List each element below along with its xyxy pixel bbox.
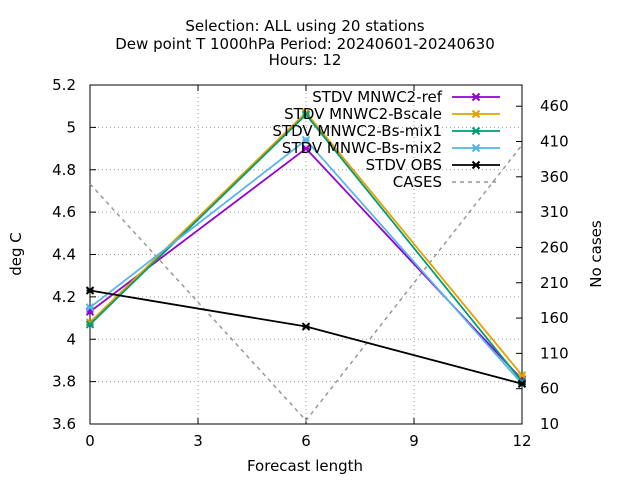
y2-tick-label: 10 (540, 415, 559, 433)
y-axis-label: deg C (7, 232, 25, 276)
y-tick-label: 5.2 (52, 76, 76, 94)
y2-tick-label: 460 (540, 97, 569, 115)
chart-title-line-1: Selection: ALL using 20 stations (185, 17, 424, 35)
legend-label-stdv-mnwc2-ref: STDV MNWC2-ref (312, 88, 442, 106)
legend-label-stdv-mnwc2-bscale: STDV MNWC2-Bscale (284, 105, 442, 123)
legend-label-cases: CASES (393, 173, 442, 191)
x-axis-label: Forecast length (247, 457, 363, 475)
y2-tick-label: 160 (540, 309, 569, 327)
y2-tick-label: 310 (540, 203, 569, 221)
x-tick-label: 3 (193, 432, 203, 450)
tick-labels: 0 3 6 9 12 3.6 3.8 4 4.2 4.4 4.6 4.8 5 5.2 10 60 110 160 2… (52, 76, 569, 450)
y-tick-label: 3.6 (52, 415, 76, 433)
y2-tick-label: 260 (540, 238, 569, 256)
y-tick-label: 5 (66, 118, 76, 136)
series-group (85, 108, 527, 422)
x-tick-label: 9 (409, 432, 419, 450)
legend-label-stdv-mnwc-bs-mix2: STDV MNWC-Bs-mix2 (282, 139, 442, 157)
x-tick-label: 0 (85, 432, 95, 450)
y2-tick-label: 110 (540, 344, 569, 362)
chart-title-line-2: Dew point T 1000hPa Period: 20240601-202… (115, 35, 494, 53)
y2-axis-label: No cases (587, 220, 605, 288)
y2-tick-label: 60 (540, 380, 559, 398)
y2-tick-label: 360 (540, 168, 569, 186)
series-cases (89, 144, 523, 422)
series-line-cases (89, 144, 523, 422)
x-tick-label: 12 (512, 432, 531, 450)
series-stdv-obs (85, 286, 527, 388)
chart-title-line-3: Hours: 12 (269, 51, 342, 69)
series-line-stdv-mnwc2-ref (89, 147, 523, 381)
y-tick-label: 4.8 (52, 161, 76, 179)
chart-title: Selection: ALL using 20 stations Dew poi… (115, 17, 494, 69)
y-tick-label: 4.4 (52, 246, 76, 264)
y-tick-label: 4.2 (52, 288, 76, 306)
legend-label-stdv-mnwc2-bs-mix1: STDV MNWC2-Bs-mix1 (272, 122, 442, 140)
y-tick-label: 4.6 (52, 203, 76, 221)
y-tick-label: 4 (66, 330, 76, 348)
y-tick-label: 3.8 (52, 373, 76, 391)
y2-tick-label: 410 (540, 133, 569, 151)
x-tick-label: 6 (301, 432, 311, 450)
y2-tick-label: 210 (540, 274, 569, 292)
legend-label-stdv-obs: STDV OBS (366, 156, 442, 174)
